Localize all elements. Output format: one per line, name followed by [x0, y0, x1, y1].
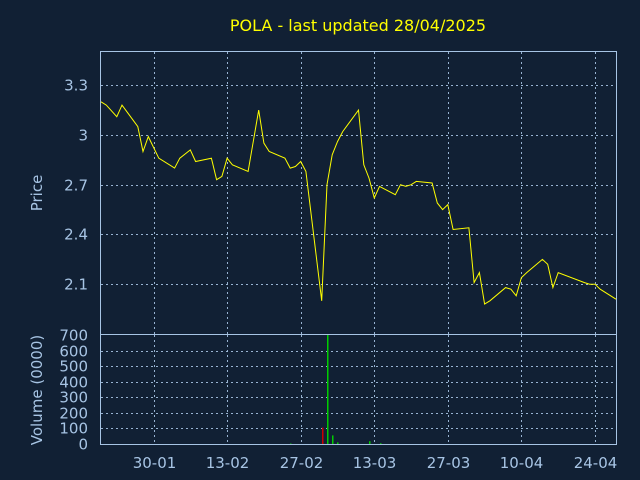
x-tick-label: 30-01 — [133, 454, 177, 472]
volume-y-tick-label: 200 — [59, 405, 88, 423]
volume-bar — [327, 335, 329, 444]
price-axis-label: Price — [28, 175, 46, 212]
price-grid — [101, 52, 616, 334]
x-tick-label: 27-03 — [427, 454, 471, 472]
volume-y-tick-label: 400 — [59, 374, 88, 392]
volume-bar — [380, 443, 382, 444]
x-tick-label: 24-04 — [574, 454, 618, 472]
volume-bar — [322, 427, 324, 444]
volume-y-tick-label: 0 — [78, 436, 88, 454]
price-y-tick-label: 3 — [78, 127, 88, 145]
x-tick-label: 13-03 — [353, 454, 397, 472]
volume-axis-label: Volume (0000) — [28, 335, 46, 445]
volume-y-tick-label: 100 — [59, 420, 88, 438]
price-y-tick-label: 2.7 — [64, 177, 88, 195]
volume-y-tick-label: 300 — [59, 389, 88, 407]
volume-y-tick-label: 700 — [59, 327, 88, 345]
price-y-tick-label: 2.1 — [64, 276, 88, 294]
volume-y-tick-label: 500 — [59, 358, 88, 376]
price-line — [100, 101, 617, 305]
price-y-tick-label: 3.3 — [64, 77, 88, 95]
volume-bar — [337, 442, 339, 444]
volume-y-tick-label: 600 — [59, 343, 88, 361]
volume-panel-frame — [100, 334, 617, 445]
price-y-ticks: 2.1 2.4 2.7 3 3.3 — [64, 77, 88, 294]
volume-grid — [101, 335, 616, 444]
x-tick-label: 13-02 — [206, 454, 250, 472]
volume-bar — [369, 441, 371, 444]
x-tick-label: 27-02 — [280, 454, 324, 472]
chart-title: POLA - last updated 28/04/2025 — [230, 16, 486, 35]
price-panel: 2.1 2.4 2.7 3 3.3 Price — [28, 51, 617, 335]
x-axis-ticks: 30-01 13-02 27-02 13-03 27-03 10-04 24-04 — [133, 454, 618, 472]
volume-bar — [290, 443, 292, 444]
x-tick-label: 10-04 — [500, 454, 544, 472]
volume-bar — [332, 435, 334, 444]
volume-bars — [290, 335, 382, 444]
price-y-tick-label: 2.4 — [64, 226, 88, 244]
price-panel-frame — [100, 51, 617, 335]
